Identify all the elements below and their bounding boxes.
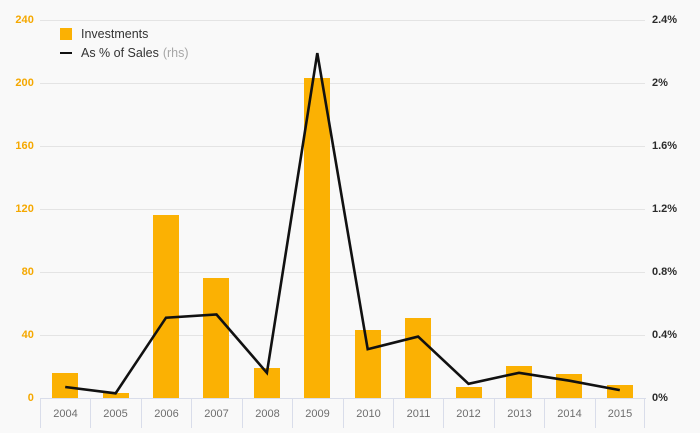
bar-2015[interactable] [607,385,633,398]
x-axis-tick [444,398,494,399]
square-swatch-icon [60,27,72,40]
x-axis-tick [41,398,91,399]
x-axis-label-2011: 2011 [406,408,431,420]
x-axis-tick [192,398,242,399]
y-axis-left-tick-label: 240 [15,14,34,26]
y-axis-right-tick-label: 0% [652,392,668,404]
x-axis-cell-2013: 2013 [494,398,545,428]
gridline [40,209,645,210]
legend-suffix-rhs: (rhs) [162,45,189,60]
x-axis-label-2010: 2010 [356,408,381,420]
x-axis-tick [394,398,444,399]
y-axis-left-tick-label: 160 [15,140,34,152]
x-axis-label-2015: 2015 [607,408,633,420]
x-axis-cell-2011: 2011 [393,398,444,428]
bar-2006[interactable] [153,215,179,398]
y-axis-left-tick-label: 200 [15,77,34,89]
x-axis-tick [243,398,293,399]
bar-2010[interactable] [355,330,381,398]
x-axis-label-2012: 2012 [456,408,481,420]
bar-2012[interactable] [456,387,482,398]
bar-2004[interactable] [52,373,78,398]
legend-label-investments: Investments [81,26,149,41]
gridline [40,20,645,21]
bar-2009[interactable] [304,78,330,398]
bar-2013[interactable] [506,366,532,398]
x-axis-cell-2010: 2010 [343,398,394,428]
y-axis-left-tick-label: 0 [27,392,34,404]
plot-area [40,20,645,399]
x-axis-cell-2009: 2009 [292,398,343,428]
x-axis-label-2007: 2007 [204,408,229,420]
y-axis-right-tick-label: 0.8% [652,266,678,278]
line-swatch-icon [60,51,72,54]
x-axis-tick [596,398,646,399]
x-axis-label-2014: 2014 [557,408,582,420]
x-axis-tick [495,398,545,399]
bar-2011[interactable] [405,318,431,398]
legend-item-investments[interactable]: Investments [60,24,189,43]
x-axis-tick [142,398,192,399]
x-axis-tick [293,398,343,399]
x-axis-cell-2006: 2006 [141,398,192,428]
x-axis-label-2008: 2008 [255,408,280,420]
x-axis-cell-2004: 2004 [40,398,91,428]
x-axis-cell-2008: 2008 [242,398,293,428]
x-axis-cell-2014: 2014 [544,398,595,428]
y-axis-right: 2.4% 2% 1.6% 1.2% 0.8% 0.4% 0% [652,14,700,404]
x-axis-cell-2007: 2007 [191,398,242,428]
x-axis-tick [344,398,394,399]
y-axis-left-tick-label: 40 [21,329,34,341]
y-axis-left-tick-label: 120 [15,203,34,215]
gridline [40,83,645,84]
gridline [40,146,645,147]
x-axis-label-2004: 2004 [53,408,78,420]
bar-2008[interactable] [254,368,280,398]
x-axis-label-2006: 2006 [154,408,179,420]
bar-2007[interactable] [203,278,229,398]
y-axis-right-tick-label: 2.4% [652,14,678,26]
legend-item-as-percent-of-sales[interactable]: As % of Sales (rhs) [60,43,189,62]
x-axis-cell-2012: 2012 [443,398,494,428]
gridline [40,272,645,273]
x-axis-cell-2015: 2015 [595,398,646,428]
y-axis-left: 240 200 160 120 80 40 0 [0,14,34,404]
gridline [40,335,645,336]
x-axis-tick [545,398,595,399]
x-axis-cell-2005: 2005 [90,398,141,428]
y-axis-right-tick-label: 0.4% [652,329,678,341]
y-axis-right-tick-label: 1.2% [652,203,678,215]
legend: Investments As % of Sales (rhs) [60,24,189,62]
legend-label-as-percent-of-sales: As % of Sales [81,45,159,60]
x-axis-label-2005: 2005 [103,408,128,420]
x-axis-label-2009: 2009 [305,408,330,420]
y-axis-right-tick-label: 2% [652,77,668,89]
bar-2014[interactable] [556,374,582,398]
bar-2005[interactable] [103,393,129,398]
y-axis-right-tick-label: 1.6% [652,140,678,152]
x-axis: 2004 2005 2006 2007 2008 2009 2010 2011 2012 2013… [40,398,646,428]
x-axis-tick [91,398,141,399]
x-axis-label-2013: 2013 [507,408,532,420]
y-axis-left-tick-label: 80 [21,266,34,278]
